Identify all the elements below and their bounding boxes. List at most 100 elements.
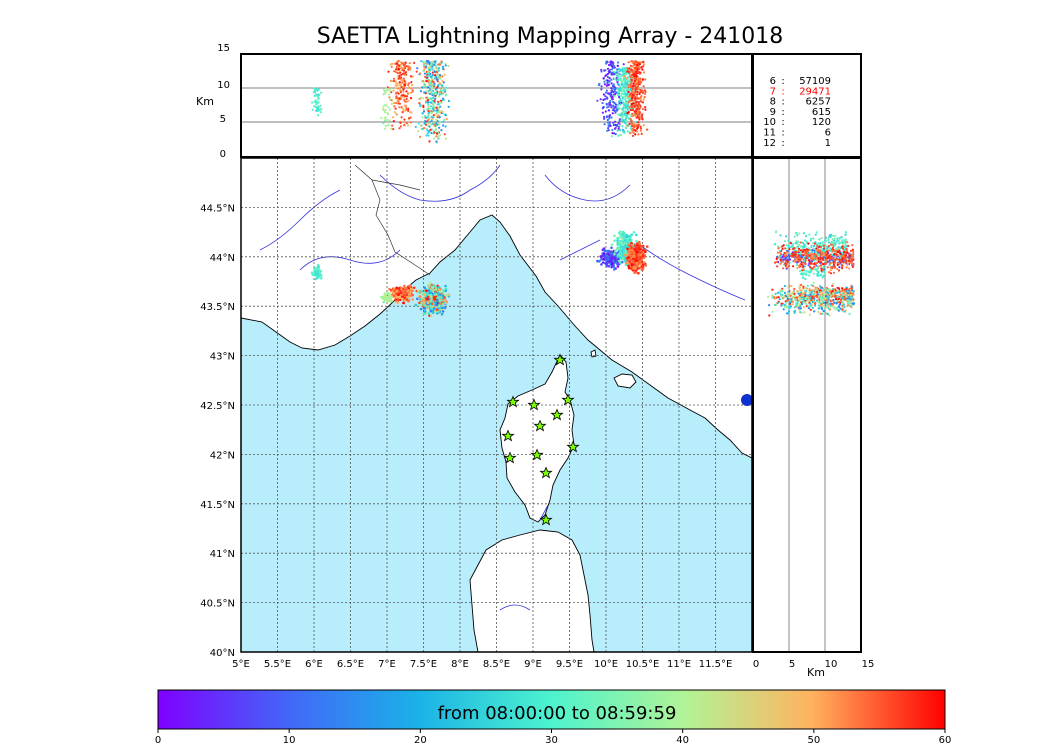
lightning-source-altitude: [850, 260, 853, 263]
lightning-source-altitude: [639, 100, 642, 103]
lightning-source: [602, 252, 606, 256]
lightning-source: [623, 253, 627, 257]
lightning-source-altitude: [418, 102, 421, 105]
lightning-source-altitude: [428, 92, 431, 95]
lightning-source-altitude: [411, 83, 414, 87]
lightning-source: [626, 261, 630, 265]
lightning-source-altitude: [836, 257, 839, 261]
lightning-source-altitude: [811, 300, 814, 303]
lightning-source-altitude: [435, 91, 438, 94]
lightning-source-altitude: [800, 272, 803, 275]
lightning-source-altitude: [793, 235, 796, 238]
lightning-source-altitude: [777, 296, 780, 299]
lightning-source: [429, 309, 433, 313]
lightning-source-altitude: [849, 249, 853, 252]
lightning-source-altitude: [773, 297, 776, 300]
lightning-source-altitude: [785, 312, 789, 315]
lightning-source-altitude: [834, 298, 838, 301]
lightning-source-altitude: [631, 124, 634, 127]
lightning-source-altitude: [840, 245, 844, 248]
lightning-source: [314, 277, 318, 281]
lat-tick-label: 43°N: [210, 352, 235, 363]
lightning-source: [621, 245, 625, 249]
right-xlabel: Km: [807, 666, 825, 679]
lightning-source-altitude: [605, 102, 608, 105]
lightning-source-altitude: [628, 80, 632, 83]
lightning-source-altitude: [794, 257, 797, 260]
lightning-source: [635, 233, 638, 237]
lightning-source-altitude: [395, 87, 398, 90]
lightning-source-altitude: [633, 75, 636, 78]
lightning-source: [407, 289, 410, 292]
lightning-source: [430, 295, 433, 298]
lightning-source-altitude: [809, 237, 813, 240]
lightning-source-altitude: [823, 298, 826, 301]
lightning-source-altitude: [399, 65, 402, 69]
lightning-source-altitude: [797, 247, 801, 250]
lightning-source-altitude: [319, 104, 322, 107]
lightning-source-altitude: [391, 62, 394, 65]
lightning-source-altitude: [395, 96, 398, 100]
lightning-source: [634, 269, 638, 272]
lightning-source-altitude: [821, 292, 824, 295]
lightning-source-altitude: [596, 99, 599, 102]
lightning-source-altitude: [398, 83, 401, 86]
lightning-source-altitude: [384, 124, 387, 128]
lightning-source: [616, 265, 620, 268]
lightning-source-altitude: [852, 258, 855, 261]
lon-tick-label: 8.5°E: [483, 659, 510, 670]
lightning-source-altitude: [634, 103, 638, 106]
lightning-source-altitude: [435, 140, 438, 143]
lightning-source-altitude: [405, 107, 408, 110]
lightning-source-altitude: [405, 100, 408, 103]
lightning-source-altitude: [848, 299, 851, 302]
lightning-source-altitude: [638, 113, 641, 116]
lightning-source-altitude: [392, 77, 396, 80]
lightning-source: [640, 250, 644, 254]
lightning-source-altitude: [398, 74, 401, 78]
lightning-source-altitude: [429, 72, 432, 75]
lightning-source-altitude: [427, 109, 430, 113]
lightning-source: [627, 264, 630, 268]
lightning-source-altitude: [771, 296, 774, 299]
lightning-source: [644, 250, 647, 253]
lightning-source-altitude: [819, 251, 822, 254]
lightning-source-altitude: [608, 121, 611, 124]
lightning-source-altitude: [612, 83, 615, 86]
lightning-source-altitude: [800, 289, 803, 292]
lightning-source-altitude: [849, 293, 852, 296]
lightning-source-altitude: [423, 84, 426, 87]
lightning-source-altitude: [804, 277, 807, 281]
lightning-source-altitude: [801, 292, 804, 295]
lightning-source-altitude: [643, 92, 647, 95]
lightning-source-altitude: [620, 108, 623, 111]
lightning-source-altitude: [400, 116, 403, 119]
lightning-source-altitude: [832, 306, 836, 309]
lightning-source-altitude: [611, 112, 614, 115]
lightning-source-altitude: [814, 261, 818, 265]
lightning-source: [385, 298, 388, 302]
lightning-source-altitude: [622, 85, 625, 88]
count-value: 615: [812, 107, 831, 118]
lightning-source-altitude: [623, 130, 626, 133]
lightning-source-altitude: [844, 261, 847, 264]
lightning-source-altitude: [604, 110, 607, 113]
right-xtick-5: 5: [789, 659, 795, 670]
lightning-source-altitude: [615, 91, 618, 94]
lightning-source-altitude: [614, 133, 617, 136]
lightning-source-altitude: [825, 290, 828, 293]
lightning-source-altitude: [445, 117, 448, 121]
lightning-source: [429, 291, 433, 295]
lightning-source: [638, 247, 642, 251]
lightning-source-altitude: [639, 71, 642, 74]
lightning-source-altitude: [597, 84, 601, 87]
lightning-source-altitude: [797, 306, 801, 309]
lightning-source: [610, 246, 613, 250]
lightning-source-altitude: [816, 244, 819, 247]
lightning-source: [619, 245, 623, 249]
lightning-source-altitude: [438, 116, 441, 119]
lightning-source-altitude: [622, 87, 625, 90]
lightning-source-altitude: [627, 108, 631, 111]
lightning-source-altitude: [428, 122, 431, 125]
lightning-source-altitude: [601, 111, 604, 114]
